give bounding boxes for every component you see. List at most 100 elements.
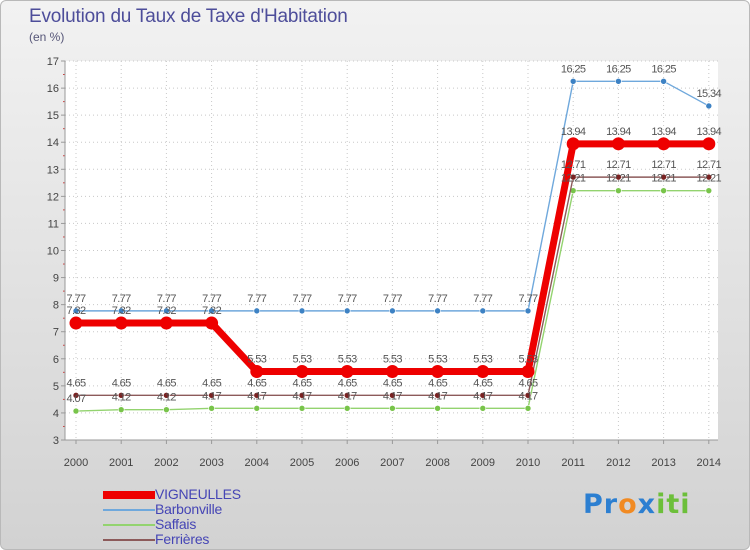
y-tick-label: 9 <box>53 273 59 285</box>
data-point <box>163 392 170 399</box>
y-axis-unit-label: (en %) <box>29 30 65 44</box>
data-label: 7.77 <box>383 293 402 305</box>
data-point <box>524 307 532 315</box>
data-label: 4.65 <box>518 377 537 389</box>
data-label: 4.65 <box>112 377 131 389</box>
data-label: 7.32 <box>112 305 131 317</box>
data-point <box>615 78 622 85</box>
x-tick-label: 2006 <box>335 457 359 469</box>
data-point <box>69 316 83 330</box>
logo-part: Pr <box>583 489 619 520</box>
data-point <box>705 173 713 181</box>
y-tick-label: 17 <box>47 56 59 68</box>
series-saffais <box>72 187 713 415</box>
data-point <box>660 187 667 194</box>
series-ferrires <box>72 173 713 399</box>
data-point <box>343 405 351 412</box>
series-barbonville <box>72 78 713 315</box>
data-label: 5.53 <box>338 354 357 366</box>
data-label: 16.25 <box>606 63 631 75</box>
data-point <box>163 307 170 315</box>
x-tick-label: 2012 <box>606 457 630 469</box>
legend-swatch <box>103 491 155 499</box>
y-tick-label: 16 <box>47 83 59 95</box>
data-label: 4.17 <box>292 390 311 402</box>
data-point <box>431 365 445 379</box>
data-point <box>611 137 625 151</box>
data-label: 12.71 <box>651 159 676 171</box>
data-label: 12.71 <box>561 159 586 171</box>
data-point <box>163 406 170 413</box>
data-point <box>479 405 487 412</box>
data-label: 15.34 <box>697 88 722 100</box>
data-point <box>117 406 125 413</box>
data-label: 4.65 <box>66 377 85 389</box>
y-tick-label: 7 <box>53 327 59 339</box>
data-label: 7.77 <box>292 293 311 305</box>
data-label: 7.77 <box>112 293 131 305</box>
data-point <box>253 405 261 412</box>
legend-label: Barbonville <box>155 501 223 517</box>
data-label: 5.53 <box>518 354 537 366</box>
x-tick-label: 2011 <box>561 457 585 469</box>
data-label: 5.53 <box>383 354 402 366</box>
y-tick-label: 11 <box>48 218 59 230</box>
data-label: 4.12 <box>157 392 176 404</box>
data-point <box>385 365 399 379</box>
y-tick-label: 13 <box>47 164 59 176</box>
legend-swatch <box>103 524 155 526</box>
x-tick-label: 2005 <box>290 457 314 469</box>
x-tick-label: 2013 <box>651 457 675 469</box>
data-point <box>208 307 215 315</box>
data-point <box>205 316 219 330</box>
data-point <box>298 392 306 399</box>
x-tick-label: 2009 <box>471 457 495 469</box>
data-label: 12.21 <box>561 173 586 185</box>
data-label: 4.17 <box>202 390 221 402</box>
x-tick-label: 2008 <box>425 457 449 469</box>
data-point <box>340 365 354 379</box>
data-point <box>389 392 396 399</box>
data-point <box>343 392 351 399</box>
y-tick-label: 15 <box>47 110 59 122</box>
data-label: 4.17 <box>247 390 266 402</box>
y-tick-label: 12 <box>47 191 59 203</box>
data-label: 4.17 <box>338 390 357 402</box>
data-label: 4.17 <box>428 390 447 402</box>
data-point <box>208 405 215 412</box>
legend-label: Ferrières <box>155 531 210 547</box>
data-point <box>253 392 261 399</box>
proxiti-logo: Proxiti <box>583 489 691 520</box>
y-tick-label: 4 <box>53 408 59 420</box>
data-label: 7.32 <box>202 305 221 317</box>
data-point <box>569 173 577 181</box>
data-point <box>250 365 264 379</box>
data-label: 12.71 <box>606 159 631 171</box>
legend-swatch <box>103 539 155 541</box>
data-label: 12.21 <box>651 173 676 185</box>
y-tick-label: 6 <box>53 354 59 366</box>
data-point <box>389 307 396 315</box>
data-label: 16.25 <box>651 63 676 75</box>
data-point <box>72 392 80 399</box>
data-point <box>208 392 215 399</box>
data-point <box>295 365 309 379</box>
data-label: 4.12 <box>112 392 131 404</box>
data-label: 4.17 <box>518 390 537 402</box>
data-label: 7.77 <box>473 293 492 305</box>
data-label: 13.94 <box>606 126 631 138</box>
data-point <box>660 78 667 85</box>
data-point <box>434 307 441 315</box>
data-label: 7.77 <box>157 293 176 305</box>
data-label: 7.77 <box>338 293 357 305</box>
data-label: 5.53 <box>247 354 266 366</box>
data-point <box>117 392 125 399</box>
data-point <box>524 392 532 399</box>
data-label: 5.53 <box>473 354 492 366</box>
data-point <box>72 307 80 315</box>
data-point <box>569 78 577 85</box>
x-tick-label: 2007 <box>380 457 404 469</box>
chart-title: Evolution du Taux de Taxe d'Habitation <box>29 6 348 27</box>
data-label: 4.07 <box>66 393 85 405</box>
data-point <box>343 307 351 315</box>
